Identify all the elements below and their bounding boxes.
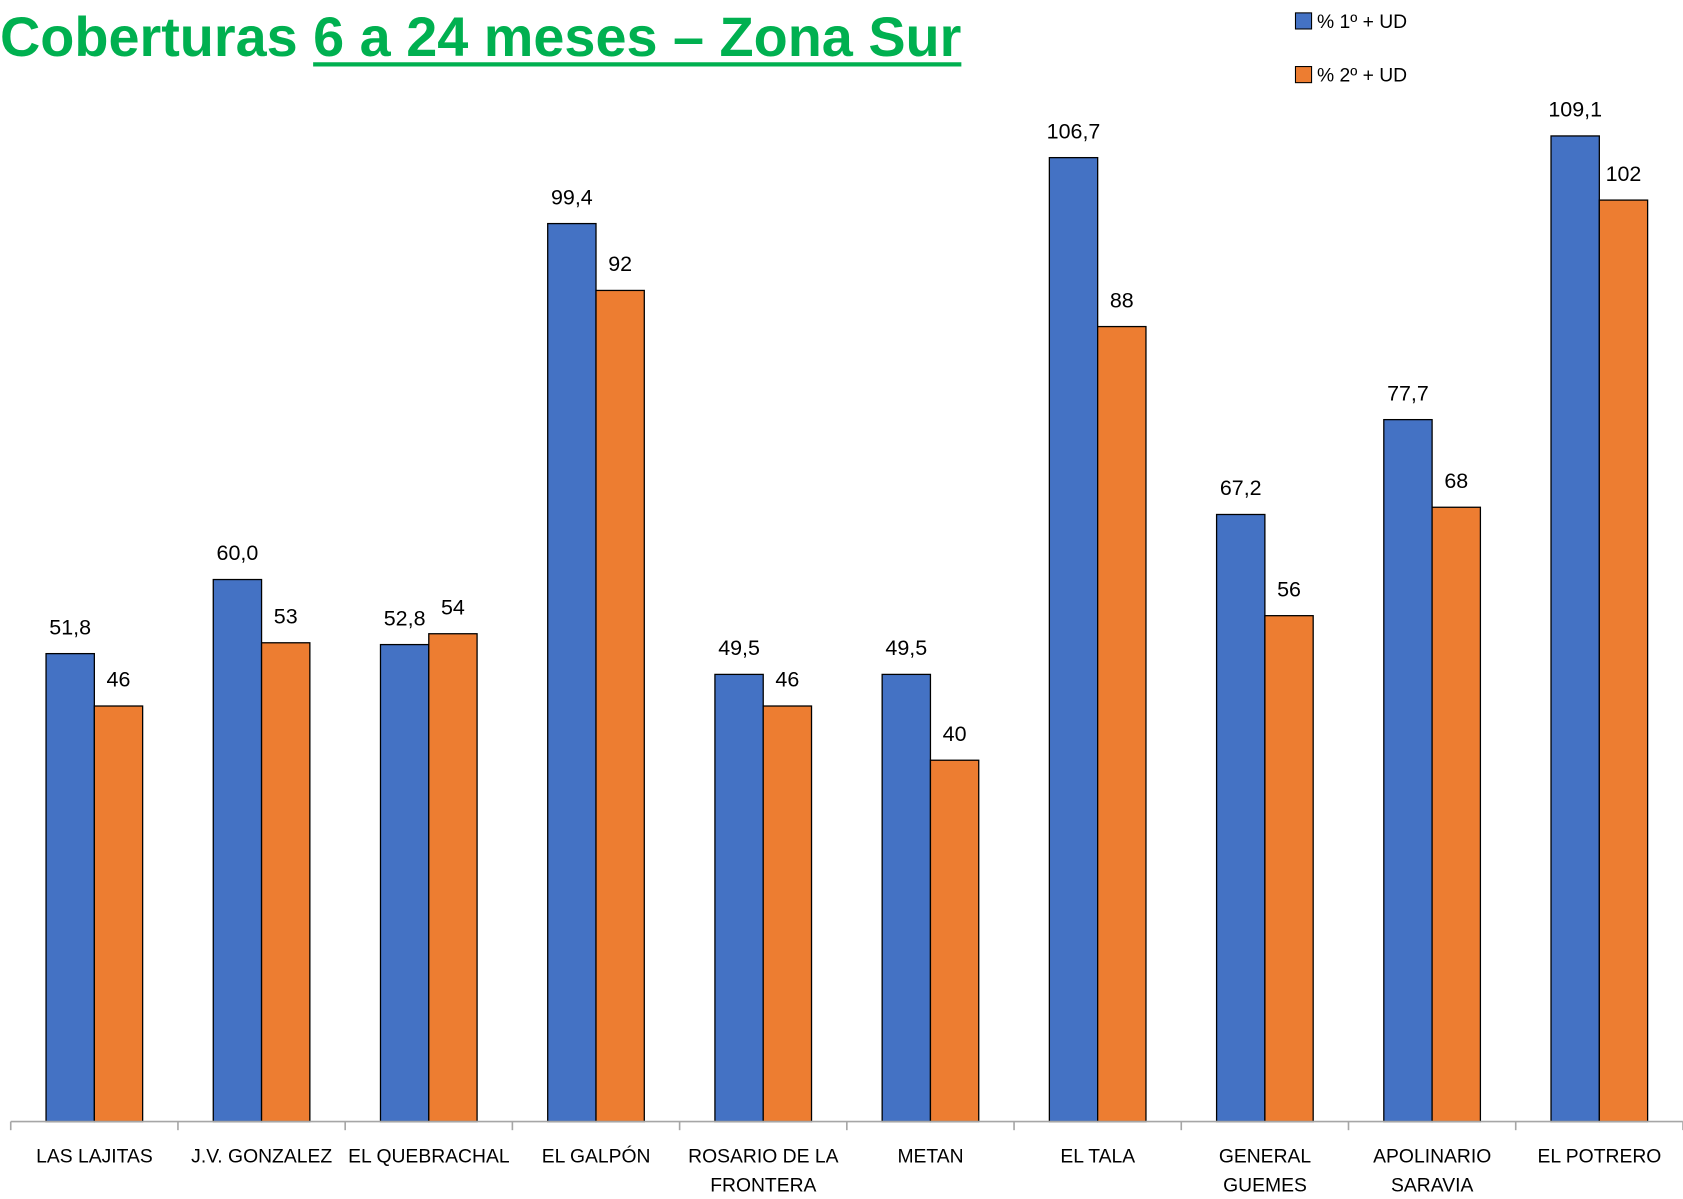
data-label: 99,4: [551, 185, 593, 209]
x-tick-label: GENERAL GUEMES: [1218, 1145, 1312, 1196]
data-label: 54: [441, 595, 465, 619]
data-label: 53: [274, 604, 298, 628]
bar: [762, 705, 813, 1123]
x-tick-label: J.V. GONZALEZ: [191, 1145, 333, 1167]
data-label: 46: [107, 668, 131, 692]
legend-label: % 2º + UD: [1317, 66, 1407, 87]
bar: [260, 642, 311, 1123]
bar: [547, 222, 597, 1123]
data-label: 52,8: [384, 606, 426, 630]
bar: [1215, 513, 1266, 1123]
bar: [929, 759, 980, 1123]
data-label: 40: [943, 722, 967, 746]
data-label: 60,0: [217, 541, 259, 565]
bar: [1097, 325, 1147, 1123]
data-label: 49,5: [885, 636, 927, 660]
data-label: 88: [1110, 288, 1134, 312]
bar: [1383, 418, 1433, 1123]
data-label: 51,8: [49, 615, 91, 639]
data-label: 109,1: [1548, 98, 1602, 122]
bar: [714, 673, 764, 1123]
legend-swatch: [1294, 12, 1313, 30]
bar: [379, 643, 430, 1123]
x-tick-label: EL QUEBRACHAL: [348, 1145, 510, 1167]
x-tick-label: LAS LAJITAS: [36, 1145, 153, 1167]
x-tick-label: EL TALA: [1060, 1145, 1136, 1167]
bar: [1550, 135, 1600, 1123]
x-tick-label: APOLINARIO SARAVIA: [1373, 1145, 1492, 1196]
bar: [428, 633, 478, 1123]
legend-swatch: [1294, 66, 1313, 84]
bar: [595, 289, 645, 1123]
bar: [1431, 506, 1482, 1123]
bar: [45, 652, 95, 1123]
x-tick-label: ROSARIO DE LA FRONTERA: [688, 1145, 839, 1196]
x-tick-label: EL POTRERO: [1537, 1145, 1662, 1167]
data-label: 56: [1277, 577, 1301, 601]
data-label: 106,7: [1047, 119, 1101, 143]
data-label: 92: [608, 252, 632, 276]
data-label: 49,5: [718, 636, 760, 660]
bar: [881, 673, 932, 1123]
bar: [1048, 156, 1099, 1123]
bar: [1598, 199, 1649, 1123]
bar: [212, 578, 263, 1123]
data-label: 77,7: [1387, 381, 1429, 405]
data-label: 68: [1444, 469, 1468, 493]
data-label: 67,2: [1220, 476, 1262, 500]
x-tick-label: METAN: [897, 1145, 964, 1167]
chart-title: Coberturas 6 a 24 meses – Zona Sur: [0, 5, 961, 68]
bar: [93, 705, 144, 1123]
x-tick-label: EL GALPÓN: [541, 1145, 651, 1167]
data-label: 46: [775, 668, 799, 692]
data-label: 102: [1606, 162, 1642, 186]
bar: [1264, 615, 1314, 1123]
legend-label: % 1º + UD: [1317, 12, 1407, 33]
